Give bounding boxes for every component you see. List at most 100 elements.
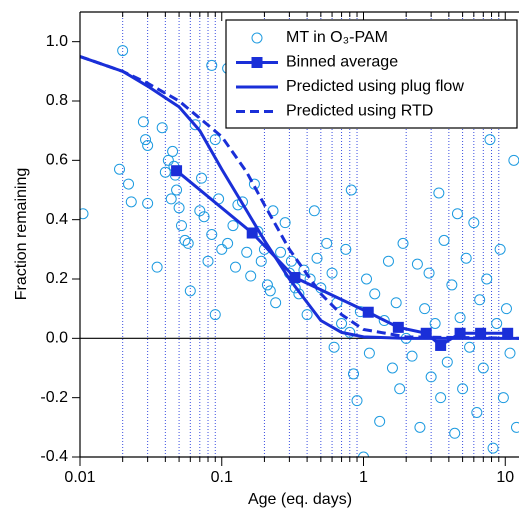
data-point [487,442,499,454]
y-tick-label: 0.2 [46,270,68,287]
data-point [264,285,276,297]
legend-box [225,19,518,129]
grid [80,12,519,457]
data-point [171,184,183,196]
data-point [114,163,126,175]
data-point [301,309,313,321]
x-tick-label: 10 [496,469,514,486]
data-point [261,279,273,291]
series-line [80,55,519,340]
bin-marker [435,339,447,351]
data-point [182,237,194,249]
legend: MT in O₃-PAM Binned average Predicted usin… [225,19,518,129]
y-tick-label: -0.4 [40,448,68,465]
axes: 0.01 0.1 1 10 -0.4 -0.2 0.0 0.2 0.4 0.6 0.8 1.0 [40,11,519,486]
data-point [378,315,390,327]
data-point [123,178,135,190]
data-point [275,246,287,258]
data-point [227,220,239,232]
legend-label: MT in O₃-PAM [286,29,388,46]
data-point [361,273,373,285]
bin-marker [171,165,183,177]
data-point [464,341,476,353]
data-point [140,134,152,146]
data-point [209,134,221,146]
data-point [345,184,357,196]
y-tick-label: 0.4 [46,211,68,228]
plot-area [80,45,519,457]
data-point [117,45,129,57]
data-point [484,134,496,146]
data-point [206,229,218,240]
bin-marker [502,327,514,339]
data-point [159,166,171,178]
data-point [179,234,191,246]
data-point [414,421,426,433]
data-point [397,237,409,249]
data-point [435,392,447,404]
data-point [340,243,352,255]
data-point [173,202,185,214]
legend-label: Predicted using plug flow [286,78,464,95]
data-point [474,294,486,306]
data-point [497,392,509,404]
series-line [175,169,508,348]
data-point [419,303,431,315]
data-point [241,246,253,258]
data-point [481,273,493,285]
bin-marker [246,227,258,239]
data-point [390,297,402,309]
data-point [167,145,179,157]
data-point [209,309,221,321]
data-point [446,279,458,291]
data-point [293,288,305,300]
data-point [494,243,506,255]
x-axis-label: Age (eq. days) [248,491,352,508]
data-point [500,303,512,315]
data-point [245,270,257,282]
bin-marker [289,272,301,284]
x-tick-label: 0.1 [211,469,233,486]
data-point [429,318,441,329]
legend-label: Predicted using RTD [286,103,433,120]
data-point [308,205,320,217]
data-point [162,154,174,166]
data-point [369,288,381,300]
y-tick-label: 0.6 [46,152,68,169]
data-point [311,252,323,264]
data-point [184,285,196,297]
bin-marker [420,327,432,339]
data-point [471,407,483,418]
data-point [80,208,89,220]
data-point [441,356,453,368]
y-tick-label: 0.8 [46,92,68,109]
data-point [406,350,418,362]
data-point [438,234,450,246]
data-point [236,196,248,208]
data-point [386,362,398,374]
data-point [510,421,519,433]
data-point [175,220,187,232]
data-point [460,252,472,264]
data-point [394,383,406,395]
data-point [298,264,310,276]
data-point [423,267,435,279]
data-point [508,154,519,166]
data-point [189,119,201,131]
data-point [454,312,466,324]
data-point [411,258,423,270]
data-point [328,341,340,353]
data-point [425,371,437,383]
data-point [125,196,137,208]
data-point [198,211,210,223]
data-point [451,208,463,220]
bin-marker [475,327,487,339]
data-point [216,243,228,255]
data-point [142,140,154,151]
data-point [165,193,177,205]
data-point [336,318,348,329]
data-point [137,116,149,128]
data-point [196,172,208,184]
data-point [326,267,338,279]
